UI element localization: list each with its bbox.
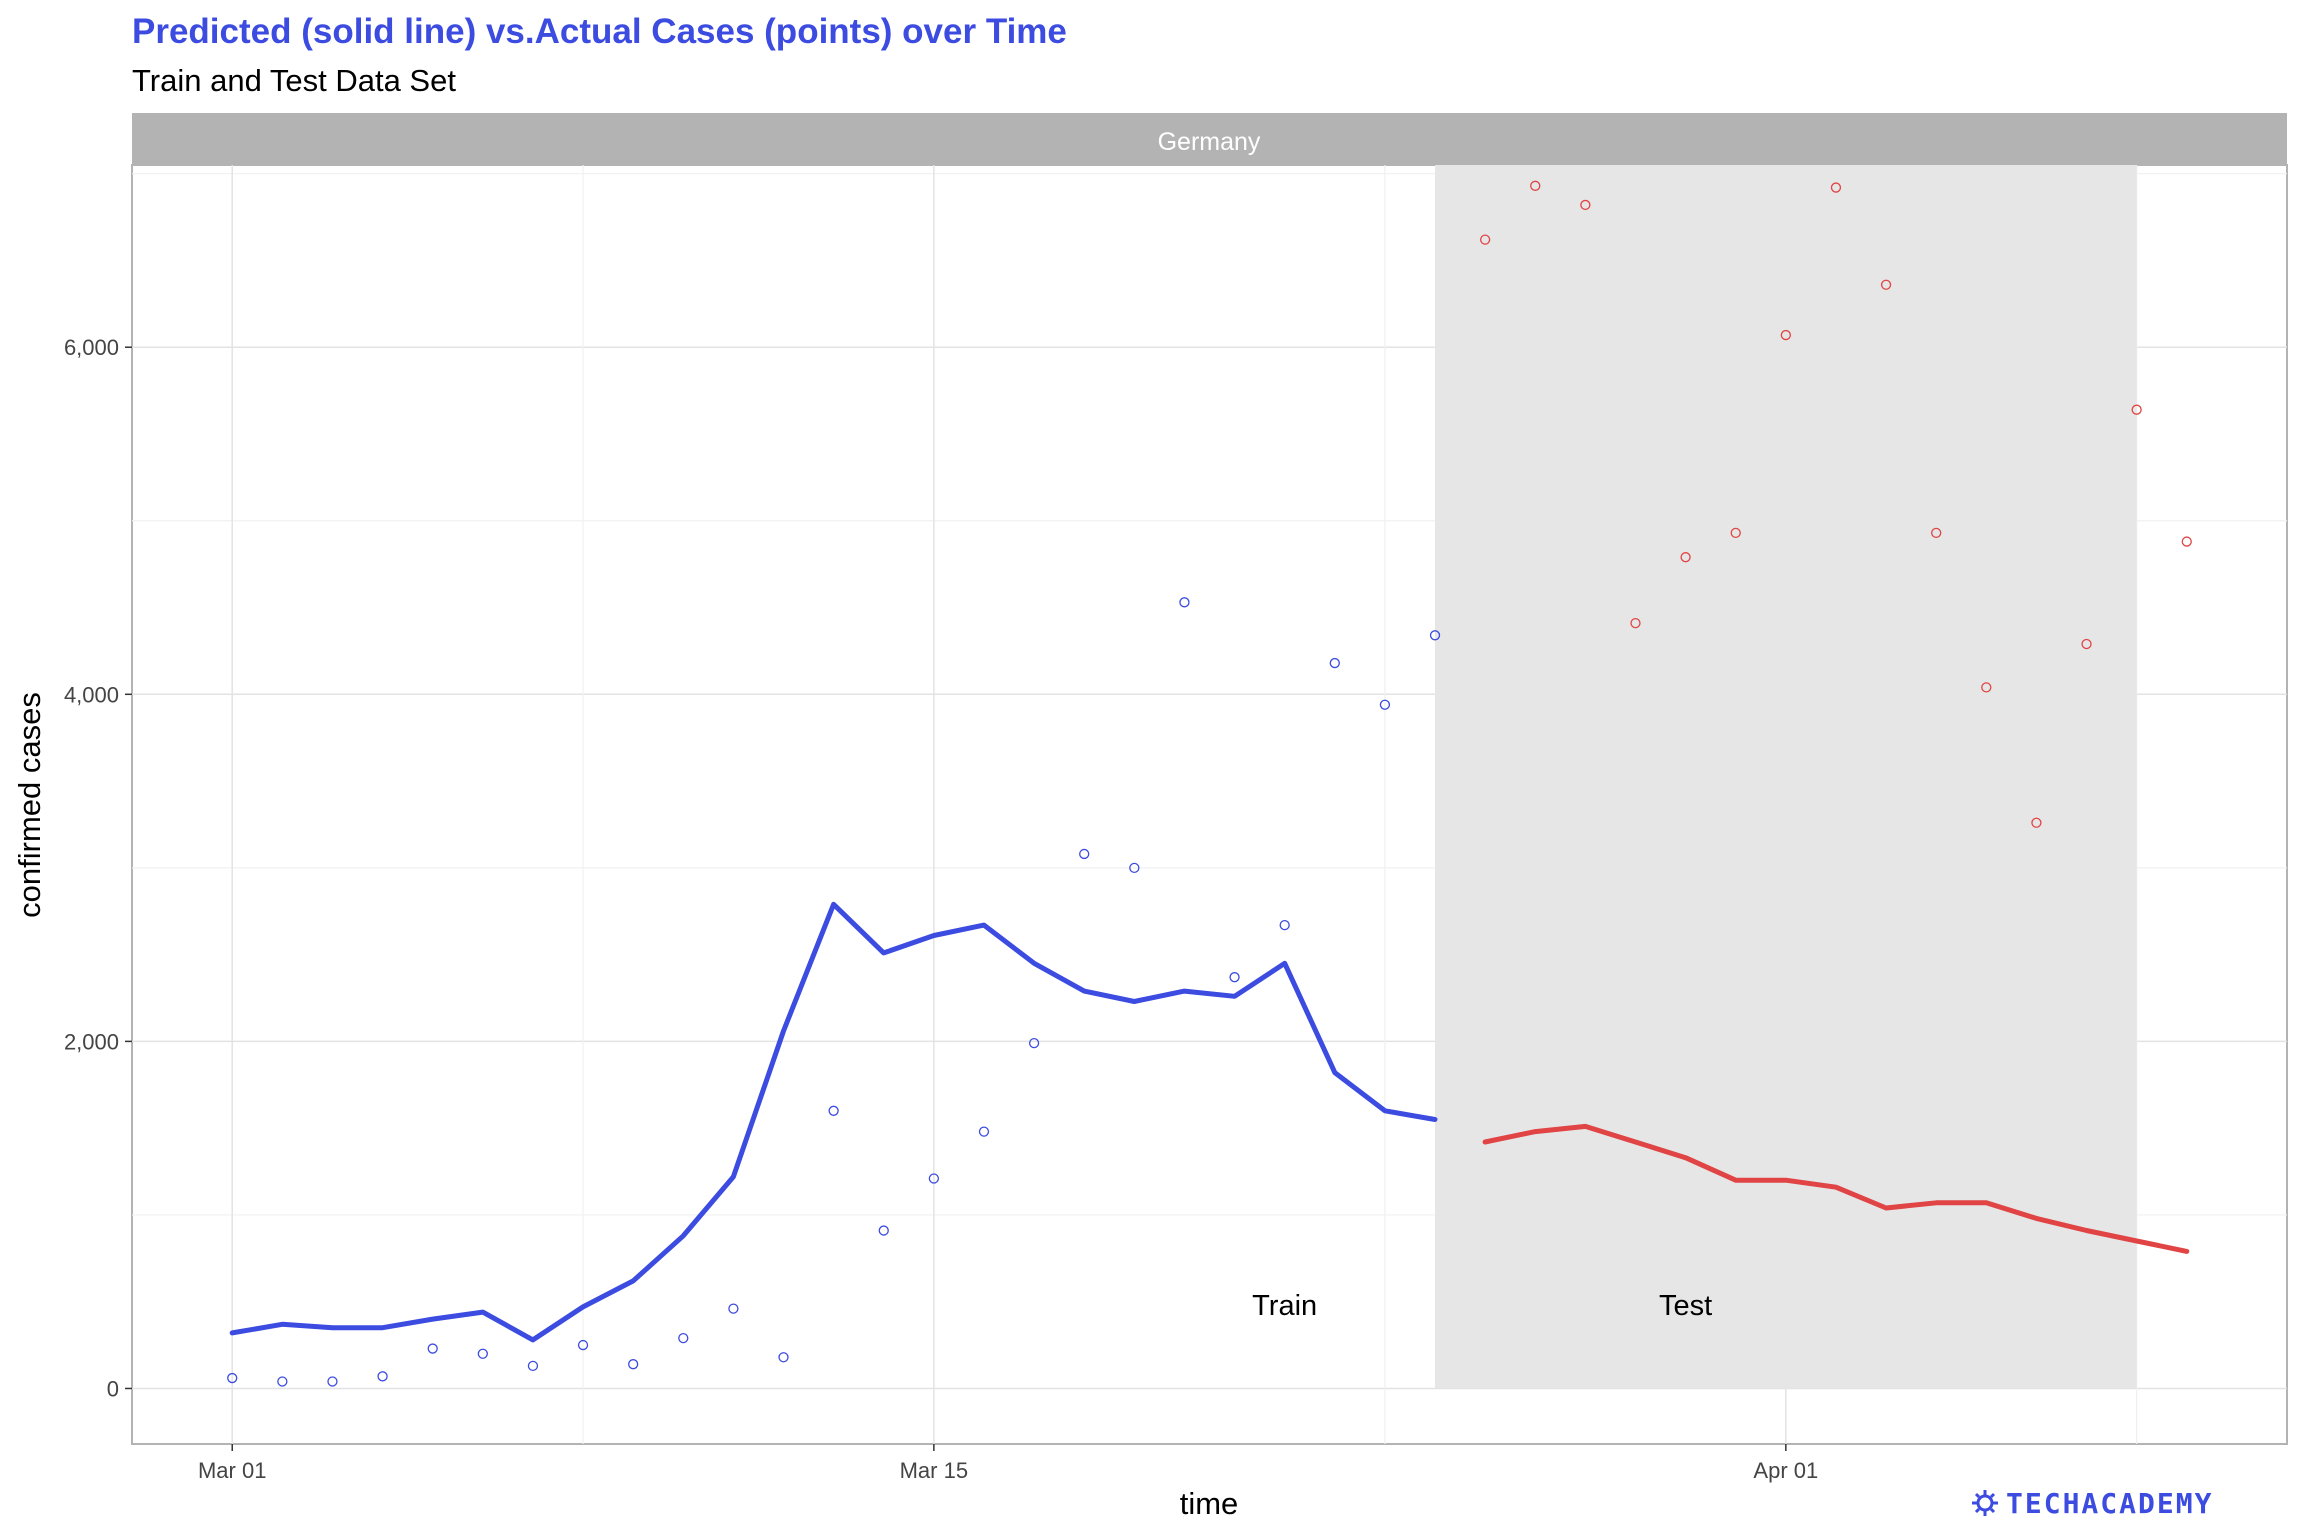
series-points <box>227 180 2192 1387</box>
train-actual-point <box>928 1173 940 1184</box>
test-actual-point <box>2181 536 2192 547</box>
x-tick-label: Mar 01 <box>198 1458 266 1483</box>
test-actual-point <box>2031 817 2042 828</box>
test-actual-point <box>1780 329 1791 341</box>
train-actual-point <box>1079 848 1090 860</box>
train-actual-point <box>527 1360 539 1372</box>
train-actual-point <box>1279 919 1290 931</box>
test-actual-point <box>1479 234 1491 245</box>
test-actual-point <box>1630 617 1641 629</box>
facet-strip <box>132 113 2287 165</box>
train-actual-point <box>327 1376 338 1387</box>
train-actual-point <box>577 1339 589 1351</box>
test-actual-point <box>1680 552 1691 563</box>
train-actual-point <box>377 1371 388 1382</box>
x-tick-label: Mar 15 <box>900 1458 968 1483</box>
series-lines <box>229 901 2190 1343</box>
annotation-train: Train <box>1252 1290 1317 1322</box>
test-predicted-line <box>1482 1123 2190 1254</box>
y-tick-label: 4,000 <box>64 682 119 707</box>
train-actual-point <box>477 1348 488 1359</box>
train-actual-point <box>1379 699 1391 710</box>
train-actual-point <box>628 1359 639 1370</box>
test-actual-point <box>1981 682 1992 693</box>
test-actual-point <box>2081 638 2092 650</box>
techacademy-logo: TECHACADEMY <box>1972 1487 2213 1520</box>
y-tick-label: 6,000 <box>64 335 119 360</box>
train-actual-point <box>1229 972 1240 983</box>
annotations: Train Test <box>1252 1290 1712 1322</box>
test-actual-point <box>1830 182 1842 193</box>
test-actual-point <box>1730 527 1741 539</box>
train-actual-point <box>978 1126 990 1137</box>
x-axis-title: time <box>1180 1486 1239 1521</box>
train-actual-point <box>1179 597 1190 608</box>
y-tick-label: 0 <box>107 1376 119 1401</box>
train-actual-point <box>1429 630 1441 641</box>
test-actual-point <box>1530 180 1541 191</box>
test-actual-point <box>1580 199 1591 211</box>
test-actual-point <box>1931 527 1942 539</box>
train-predicted-line <box>229 901 1438 1343</box>
train-actual-point <box>828 1105 839 1116</box>
annotation-test: Test <box>1659 1290 1712 1322</box>
chart-subtitle: Train and Test Data Set <box>132 63 456 98</box>
test-region <box>1435 165 2137 1389</box>
facet-label: Germany <box>1158 128 1261 156</box>
train-actual-point <box>427 1343 438 1354</box>
y-axis-title: confirmed cases <box>12 692 47 918</box>
axes: 0 2,000 4,000 6,000 Mar 01 Mar 15 Apr 01 <box>64 335 1818 1483</box>
train-actual-point <box>1129 862 1140 873</box>
train-actual-point <box>1329 657 1340 669</box>
train-actual-point <box>878 1225 889 1236</box>
train-actual-point <box>277 1376 288 1387</box>
virus-icon <box>1972 1490 1998 1516</box>
train-actual-point <box>778 1352 789 1363</box>
test-region-band <box>1435 165 2137 1389</box>
chart-title: Predicted (solid line) vs.Actual Cases (… <box>132 12 1067 51</box>
train-actual-point <box>1028 1037 1040 1049</box>
test-actual-point <box>1880 279 1892 290</box>
y-tick-label: 2,000 <box>64 1029 119 1054</box>
train-actual-point <box>227 1372 238 1384</box>
test-actual-point <box>2131 404 2142 415</box>
train-actual-point <box>678 1332 689 1344</box>
x-tick-label: Apr 01 <box>1753 1458 1818 1483</box>
logo-text: TECHACADEMY <box>2006 1487 2213 1520</box>
train-actual-point <box>728 1303 739 1314</box>
